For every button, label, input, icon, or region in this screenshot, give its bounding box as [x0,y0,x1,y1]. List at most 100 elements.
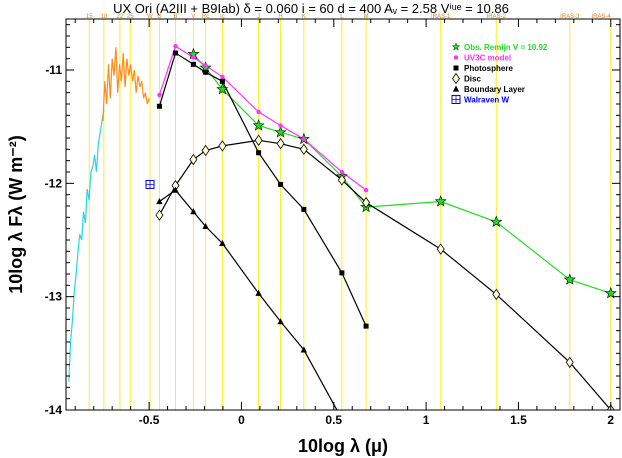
data-point-photosphere [173,50,179,56]
legend-marker-walraven-w [451,95,461,104]
band-label: IRAS-1 [431,14,451,20]
data-point-disc [201,144,210,157]
band-label: IRAS-3 [560,14,580,20]
data-point-uv3c-model [301,136,307,142]
data-point-disc [436,243,445,255]
legend-label-boundary-layer: Boundary Layer [464,85,525,94]
legend-marker-obs-remijn-v-10-92 [451,42,461,51]
legend: Obs. Remijn V = 10.92 UV3C modelPhotosphe… [451,42,548,105]
data-point-obs-remijn-v-10-92 [434,195,447,207]
data-point-boundary-layer [277,318,284,325]
series-line-photosphere [158,52,367,327]
legend-marker-disc [452,72,460,85]
band-label: 15 [86,14,93,20]
spectrum-line [68,109,105,382]
data-point-disc [276,137,285,150]
legend-marker-photosphere [453,65,459,71]
data-point-disc [492,288,501,301]
x-tick-label: 1.5 [510,413,527,427]
series-line-obs-remijn-v-10-92 [192,53,611,294]
data-point-obs-remijn-v-10-92 [252,119,265,131]
band-label: Ic [220,14,225,20]
data-point-disc [254,134,263,146]
data-point-obs-remijn-v-10-92 [490,215,503,227]
data-point-photosphere [339,270,345,276]
data-point-walraven-w [145,179,155,189]
legend-label-walraven-w: Walraven W [464,96,509,105]
y-axis-label: 10log λ Fλ (W m⁻²) [6,135,26,294]
marker-cross [146,180,155,189]
x-tick-label: 0.5 [325,413,342,427]
data-point-disc [337,174,346,186]
band-labels: 15 18 22 25 W U B V Rc Ic J H K L M IRAS-1 IRAS-2 IRAS-3 I… [86,14,612,20]
data-point-obs-remijn-v-10-92 [604,286,617,299]
series-line-uv3c-model [158,45,367,191]
band-label: V [191,14,195,20]
data-point-uv3c-model [339,169,345,175]
x-axis-label: 10log λ (μ) [298,436,388,456]
axis-tick-labels: -0.5 0 0.5 1 1.5 2 -14 -13 -12 -11 [45,63,615,427]
band-label: L [340,14,344,20]
data-point-obs-remijn-v-10-92 [563,273,576,285]
band-label: K [302,14,306,20]
axis-ticks [66,19,620,411]
data-point-boundary-layer [156,197,163,205]
y-tick-label: -11 [45,63,62,77]
legend-label-uv3c-model: UV3C model [464,54,511,63]
legend-marker-uv3c-model [453,55,459,60]
data-point-photosphere [219,78,225,84]
data-point-boundary-layer [190,208,197,215]
data-point-uv3c-model [173,44,178,49]
data-point-uv3c-model [157,92,162,98]
band-label: J [257,14,260,20]
band-label: IRAS-2 [487,14,507,20]
data-point-disc [362,196,371,209]
chart-title: UX Ori (A2III + B9Iab) δ = 0.060 i = 60 … [113,1,509,16]
data-point-disc [565,356,574,369]
data-point-photosphere [203,69,209,75]
legend-label-obs-remijn-v-10-92: Obs. Remijn V = 10.92 [464,43,548,52]
data-point-boundary-layer [172,186,179,193]
data-point-photosphere [156,103,162,109]
data-point-uv3c-model [191,55,196,60]
band-label: B [173,14,177,20]
x-tick-label: -0.5 [139,413,160,427]
y-tick-label: -12 [45,176,63,190]
band-label: Rc [202,14,209,20]
band-label: 25 [127,14,134,20]
series-markers [145,44,617,410]
data-point-uv3c-model [203,63,208,68]
data-point-uv3c-model [278,123,283,128]
band-label: U [157,14,161,20]
data-point-obs-remijn-v-10-92 [274,125,287,138]
band-label: H [278,14,282,20]
series-line-boundary-layer [159,189,338,410]
spectra [68,47,150,382]
y-tick-label: -13 [45,290,63,304]
data-point-disc [189,153,198,166]
series-lines [158,45,612,410]
data-point-uv3c-model [220,74,225,80]
y-tick-label: -14 [45,403,63,417]
x-tick-label: 0 [238,413,245,427]
legend-marker-boundary-layer [452,85,460,92]
band-label: IRAS-4 [591,14,611,20]
band-label: M [364,14,369,20]
data-point-photosphere [190,61,196,67]
data-point-boundary-layer [300,346,308,353]
spectrum-line [102,47,150,122]
plot-frame [65,18,621,411]
data-point-photosphere [278,181,284,187]
data-point-boundary-layer [219,239,226,246]
data-point-photosphere [256,150,262,156]
data-point-disc [299,143,308,156]
data-point-uv3c-model [256,109,261,115]
band-label: 22 [117,14,124,20]
band-label: W [147,14,153,20]
data-point-disc [218,140,227,152]
data-point-boundary-layer [255,289,262,296]
x-tick-label: 2 [607,413,614,427]
marker-cross [452,95,460,104]
band-lines [88,19,612,410]
